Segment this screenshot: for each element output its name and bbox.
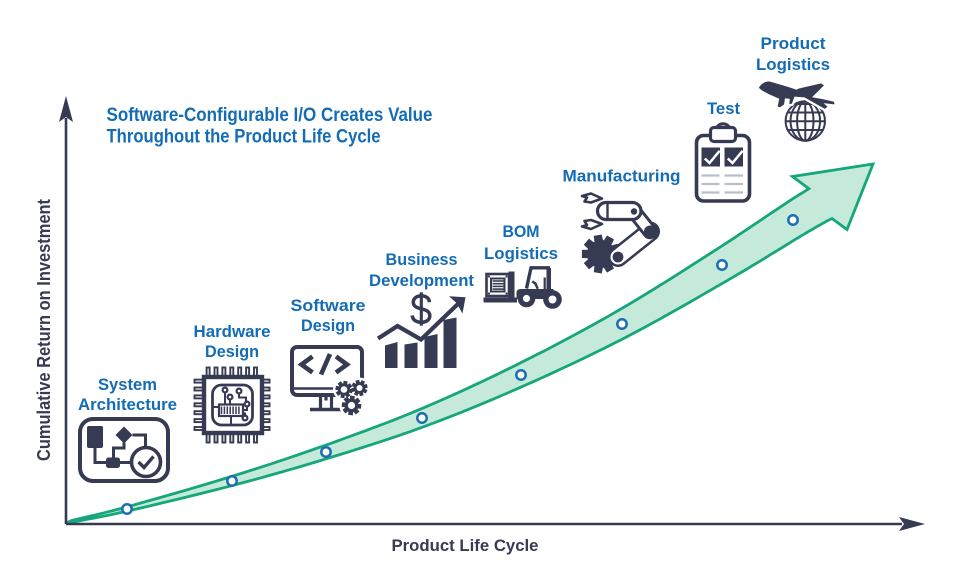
svg-text:Throughout the Product Life Cy: Throughout the Product Life Cycle [107,126,381,148]
svg-text:Logistics: Logistics [756,55,830,74]
svg-text:Manufacturing: Manufacturing [563,167,681,186]
svg-text:System: System [98,375,157,394]
svg-text:Cumulative Return on Investmen: Cumulative Return on Investment [33,199,54,461]
svg-text:Development: Development [369,271,474,290]
svg-text:Product: Product [761,34,826,53]
svg-text:Logistics: Logistics [484,244,558,263]
svg-text:Architecture: Architecture [78,395,177,414]
svg-text:Product Life Cycle: Product Life Cycle [392,536,539,555]
svg-text:Design: Design [205,342,259,361]
svg-text:Test: Test [707,99,740,118]
svg-text:Software-Configurable I/O Crea: Software-Configurable I/O Creates Value [107,104,433,126]
svg-text:BOM: BOM [503,222,540,241]
svg-text:Business: Business [386,250,458,269]
svg-text:Software: Software [291,296,366,315]
svg-text:Design: Design [301,316,355,335]
svg-text:Hardware: Hardware [194,322,271,341]
